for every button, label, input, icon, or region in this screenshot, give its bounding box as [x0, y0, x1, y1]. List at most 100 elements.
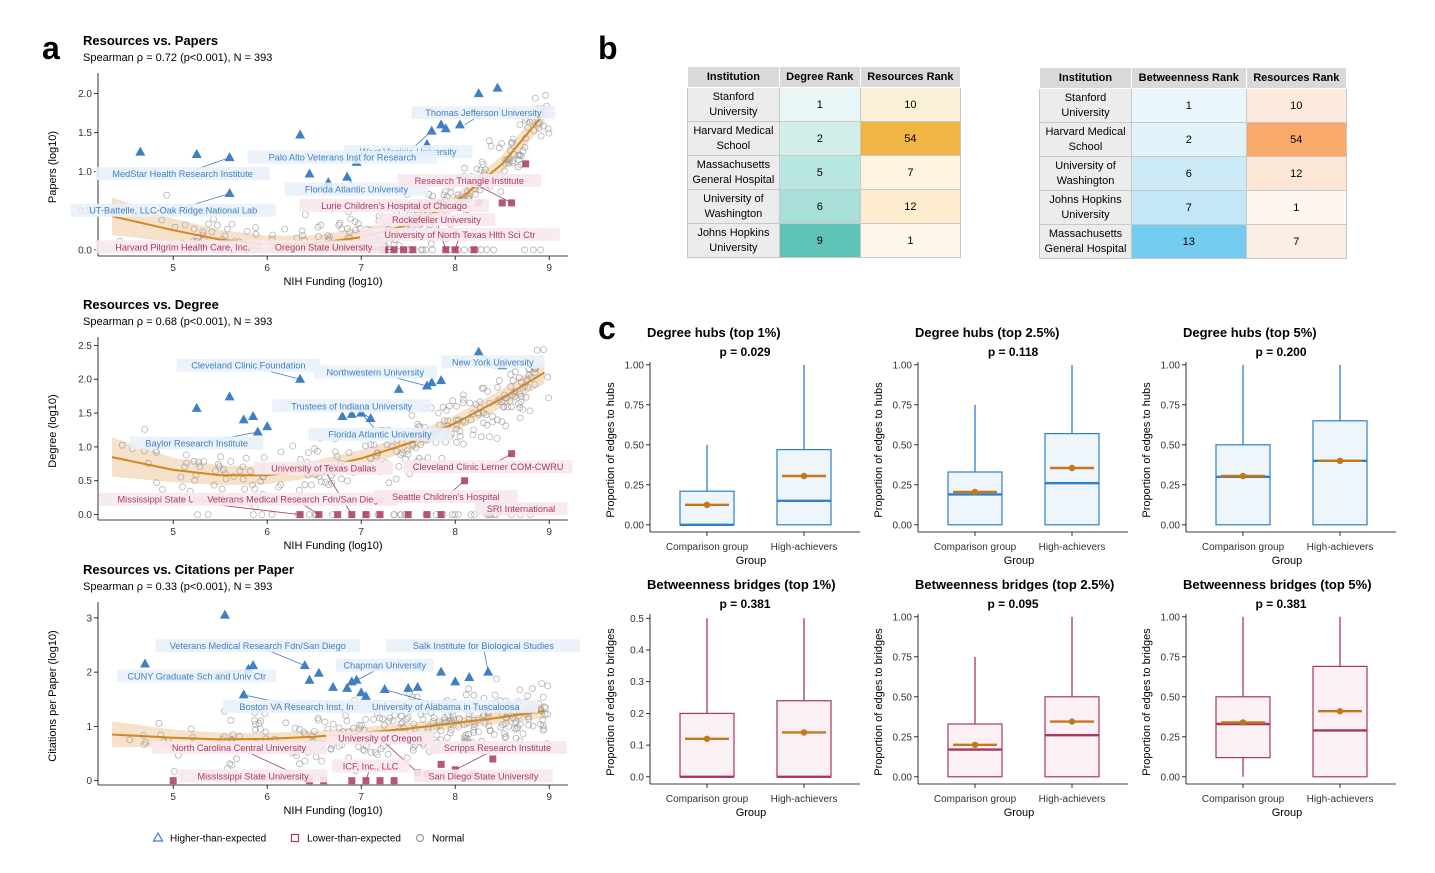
- normal-point: [498, 140, 506, 147]
- normal-point: [324, 232, 332, 239]
- box-degree-hubs-5: Degree hubs (top 5%) p = 0.200 0.00 0.25 0.5…: [1141, 325, 1396, 567]
- normal-point: [447, 726, 455, 734]
- label-background: [360, 227, 560, 241]
- x-axis-label: Group: [1272, 807, 1303, 819]
- chart-title: Betweenness bridges (top 5%): [1183, 577, 1372, 592]
- normal-point: [456, 432, 464, 440]
- normal-point: [159, 486, 166, 493]
- normal-point: [441, 188, 449, 195]
- normal-point: [526, 407, 534, 415]
- institution-cell: Massachusetts General Hospital: [687, 155, 780, 190]
- label-background: [373, 489, 518, 503]
- point-label: Harvard Pilgrim Health Care, Inc.: [115, 242, 250, 252]
- point-label: Cleveland Clinic Foundation: [191, 361, 305, 371]
- mean-point: [800, 729, 808, 736]
- point-label: Mississippi State University: [197, 771, 309, 781]
- normal-point: [517, 378, 525, 386]
- header-degree-rank: Degree Rank: [778, 66, 861, 88]
- normal-point: [491, 691, 499, 699]
- normal-point: [317, 221, 325, 229]
- box-degree-hubs-1: Degree hubs (top 1%) p = 0.029 0.00 0.25 0.5…: [605, 325, 860, 567]
- normal-point: [514, 163, 522, 171]
- normal-point: [459, 391, 467, 399]
- normal-point: [522, 393, 530, 401]
- y-axis-label: Citations per Paper (log10): [47, 630, 59, 761]
- y-tick-label: 0.75: [893, 652, 913, 663]
- y-tick-label: 0.2: [630, 709, 644, 720]
- rank-cell: 5: [778, 155, 861, 190]
- normal-point: [545, 129, 553, 137]
- normal-point: [475, 728, 483, 736]
- normal-point: [478, 385, 486, 392]
- x-tick-label: 9: [546, 792, 552, 803]
- label-background: [223, 699, 378, 713]
- normal-point: [308, 481, 315, 489]
- normal-point: [251, 485, 259, 493]
- label-background: [129, 436, 264, 450]
- box-iqr: [1312, 420, 1368, 526]
- normal-point: [509, 377, 517, 385]
- normal-point: [331, 448, 339, 456]
- normal-point: [524, 692, 532, 700]
- lower-than-expected-point: [404, 511, 412, 519]
- normal-point: [355, 743, 362, 751]
- lower-than-expected-point: [169, 777, 177, 785]
- label-background: [428, 741, 567, 755]
- normal-point: [217, 453, 224, 461]
- higher-than-expected-point: [140, 658, 150, 668]
- normal-point: [275, 483, 283, 491]
- higher-than-expected-point: [473, 88, 484, 98]
- mean-point: [1336, 457, 1344, 464]
- normal-point: [367, 441, 375, 449]
- normal-point: [528, 685, 536, 693]
- x-tick-label: 7: [358, 263, 364, 274]
- x-tick-label: High-achievers: [1307, 794, 1374, 805]
- chart-subtitle: Spearman ρ = 0.68 (p<0.001), N = 393: [83, 316, 272, 328]
- normal-point: [498, 418, 506, 425]
- normal-point: [322, 479, 329, 486]
- normal-point: [362, 442, 369, 450]
- normal-point: [502, 422, 510, 430]
- scatter-degree-chart: Resources vs. Degree Spearman ρ = 0.68 (p…: [47, 297, 573, 552]
- resources-rank-cell: 1: [1245, 190, 1348, 225]
- normal-point: [470, 726, 478, 734]
- normal-point: [289, 442, 297, 450]
- higher-than-expected-point: [426, 377, 437, 387]
- y-tick-label: 0.00: [893, 520, 913, 531]
- normal-point: [301, 757, 309, 765]
- normal-point: [313, 447, 321, 455]
- normal-point: [379, 715, 387, 723]
- normal-point: [218, 485, 226, 493]
- label-background: [95, 167, 270, 181]
- x-tick-label: 5: [170, 263, 176, 274]
- normal-point: [461, 734, 469, 741]
- normal-point: [345, 449, 353, 456]
- y-tick-label: 1.00: [1161, 612, 1181, 623]
- normal-point: [419, 246, 427, 254]
- point-label: Trustees of Indiana University: [291, 401, 413, 411]
- box-iqr: [1312, 665, 1368, 778]
- normal-point: [494, 383, 501, 391]
- normal-point: [258, 511, 266, 519]
- higher-than-expected-point: [238, 414, 249, 424]
- institution-cell: University of Washington: [687, 189, 780, 224]
- institution-cell: Stanford University: [687, 87, 780, 122]
- normal-point: [397, 451, 404, 459]
- point-label: CUNY Graduate Sch and Univ Ctr: [127, 671, 266, 681]
- normal-point: [479, 419, 487, 427]
- table-row: Johns Hopkins University 9 1: [687, 223, 962, 258]
- point-label: Research Triangle Institute: [415, 176, 524, 186]
- normal-point: [257, 717, 265, 725]
- chart-title: Betweenness bridges (top 1%): [647, 577, 836, 592]
- lower-than-expected-point: [409, 246, 417, 254]
- normal-point: [404, 713, 412, 721]
- normal-point: [422, 246, 430, 254]
- resources-rank-cell: 54: [1245, 122, 1348, 157]
- normal-point: [444, 417, 452, 425]
- p-value-label: p = 0.095: [987, 597, 1038, 611]
- label-background: [331, 759, 410, 773]
- lower-than-expected-point: [296, 511, 304, 519]
- normal-point: [516, 720, 524, 728]
- box-betweenness-bridges-1: Betweenness bridges (top 1%) p = 0.381 0.0…: [605, 577, 860, 819]
- higher-than-expected-point: [403, 682, 414, 692]
